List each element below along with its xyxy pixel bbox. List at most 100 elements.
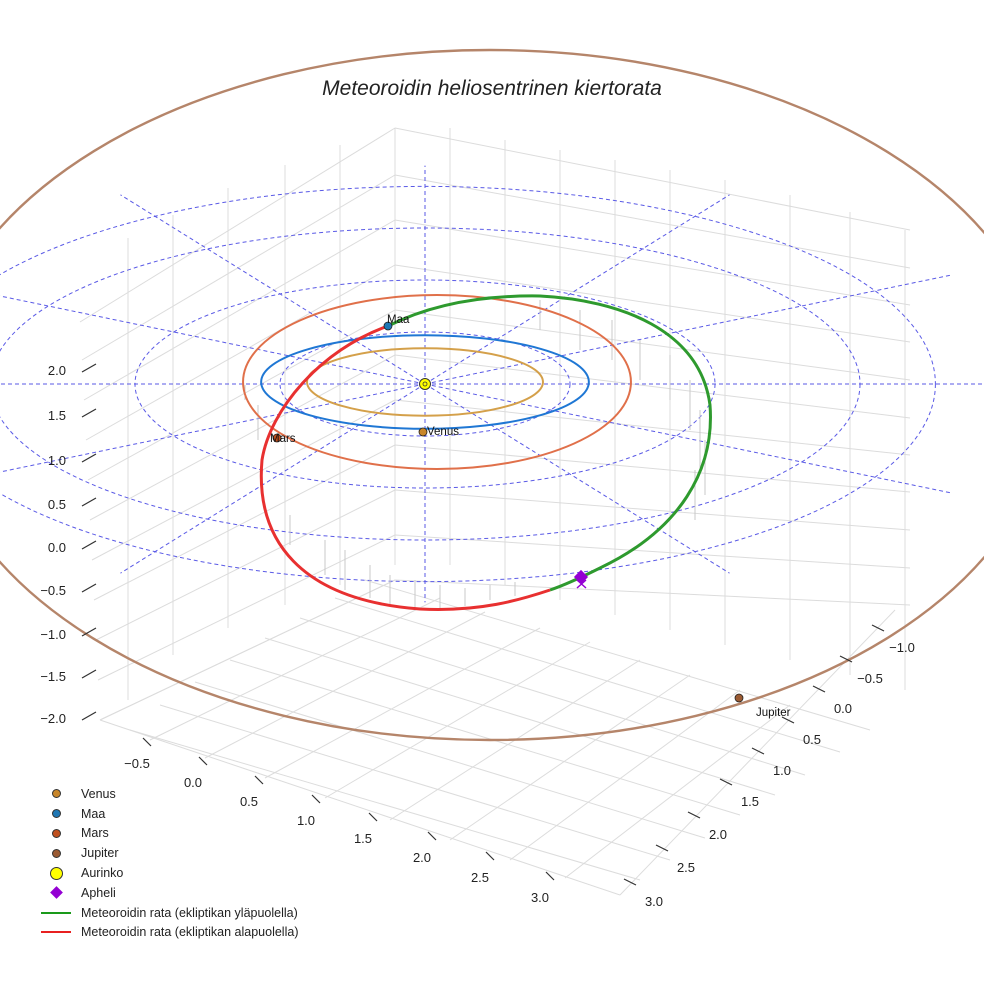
grid-line	[394, 219, 911, 306]
legend-symbol	[40, 925, 72, 939]
x-tick-mark	[198, 756, 208, 766]
z-tick-mark	[81, 363, 97, 373]
grid-line	[159, 704, 671, 861]
x-tick-label: 1.0	[297, 813, 315, 828]
z-tick-label: 0.5	[48, 497, 66, 512]
legend-symbol	[40, 826, 72, 840]
ecliptic-grid-spoke	[0, 295, 426, 385]
grid-line	[264, 637, 776, 796]
y-tick-label: 0.0	[834, 701, 852, 716]
ecliptic-grid-spoke	[424, 274, 953, 385]
grid-line	[394, 579, 911, 606]
orbit-venus	[306, 347, 544, 417]
legend-symbol	[40, 846, 72, 860]
grid-line	[97, 534, 396, 681]
y-tick-mark	[871, 624, 885, 632]
grid-line	[79, 127, 396, 323]
grid-line	[299, 617, 806, 776]
legend-symbol	[40, 886, 72, 900]
y-tick-label: 3.0	[645, 894, 663, 909]
grid-line	[91, 399, 396, 561]
legend-marker	[51, 809, 61, 819]
z-tick-label: −2.0	[40, 711, 66, 726]
z-tick-mark	[81, 583, 97, 593]
grid-line	[87, 309, 396, 481]
planet-label-mars: Mars	[270, 433, 296, 445]
ecliptic-grid-spoke	[120, 383, 426, 574]
legend-item-6: Meteoroidin rata (ekliptikan yläpuolella…	[40, 903, 298, 923]
z-tick-label: 2.0	[48, 363, 66, 378]
ecliptic-grid-spoke	[424, 194, 730, 385]
x-tick-mark	[368, 812, 378, 822]
legend-label: Meteoroidin rata (ekliptikan alapuolella…	[81, 925, 299, 940]
z-tick-label: −1.5	[40, 669, 66, 684]
grid-line	[95, 489, 396, 641]
planet-label-jupiter: Jupiter	[756, 707, 791, 719]
x-tick-label: 3.0	[531, 890, 549, 905]
legend-item-2: Mars	[40, 824, 298, 844]
grid-line	[394, 174, 911, 269]
legend-label: Maa	[81, 806, 106, 821]
grid-line	[264, 627, 541, 779]
ecliptic-grid-spoke	[424, 383, 730, 574]
grid-line	[89, 354, 396, 521]
grid-line	[449, 674, 691, 841]
legend-marker	[49, 866, 63, 880]
grid-line	[394, 354, 911, 419]
grid-line	[83, 219, 396, 401]
legend-symbol	[40, 866, 72, 880]
grid-line	[394, 264, 911, 343]
y-tick-label: 1.5	[741, 794, 759, 809]
grid-line	[334, 597, 841, 753]
legend-item-0: Venus	[40, 784, 298, 804]
planet-label-maa: Maa	[387, 314, 410, 326]
legend-label: Meteoroidin rata (ekliptikan yläpuolella…	[81, 905, 298, 920]
z-tick-mark	[81, 540, 97, 550]
grid-line	[204, 611, 486, 759]
sun-marker	[419, 378, 431, 390]
ecliptic-grid-spoke	[424, 383, 953, 494]
grid-line	[394, 534, 911, 569]
meteoroid-orbit	[259, 294, 712, 611]
z-tick-label: −0.5	[40, 583, 66, 598]
grid-line	[619, 609, 896, 896]
planet-label-venus: Venus	[427, 426, 459, 438]
grid-line	[394, 127, 911, 231]
x-tick-mark	[311, 794, 321, 804]
planet-marker-mars	[272, 433, 282, 443]
legend: Venus Maa Mars Jupiter Aurinko Apheli Meteoroi…	[40, 784, 298, 942]
grid-line	[564, 704, 791, 879]
grid-line	[93, 444, 396, 601]
meteoroid-orbit-below	[259, 324, 551, 611]
ecliptic-grid-spoke	[120, 194, 426, 385]
x-tick-mark	[142, 737, 152, 747]
aphelion-marker	[573, 569, 589, 585]
grid-line	[129, 729, 641, 881]
x-tick-label: −0.5	[124, 756, 150, 771]
sun-marker-core	[422, 381, 428, 387]
z-tick-mark	[81, 453, 97, 463]
legend-item-4: Aurinko	[40, 863, 298, 883]
y-tick-label: −1.0	[889, 640, 915, 655]
markers: Venus Maa Mars Jupiter	[270, 314, 791, 719]
grid-line	[394, 444, 911, 493]
z-tick-label: 0.0	[48, 540, 66, 555]
legend-symbol	[40, 807, 72, 821]
legend-marker	[41, 931, 71, 934]
z-tick-mark	[81, 408, 97, 418]
legend-item-7: Meteoroidin rata (ekliptikan alapuolella…	[40, 923, 298, 943]
grid-line	[81, 174, 396, 361]
legend-marker	[51, 789, 61, 799]
x-tick-mark	[545, 871, 555, 881]
y-tick-label: 2.0	[709, 827, 727, 842]
y-tick-mark	[687, 811, 701, 819]
x-tick-label: 1.5	[354, 831, 372, 846]
z-tick-mark	[81, 711, 97, 721]
grid-line	[394, 489, 911, 531]
planet-marker-venus	[418, 427, 428, 437]
z-tick-label: 1.0	[48, 453, 66, 468]
grid-line	[194, 681, 706, 839]
grid-line	[99, 719, 621, 896]
planet-orbits	[0, 48, 984, 742]
z-tick-mark	[81, 669, 97, 679]
